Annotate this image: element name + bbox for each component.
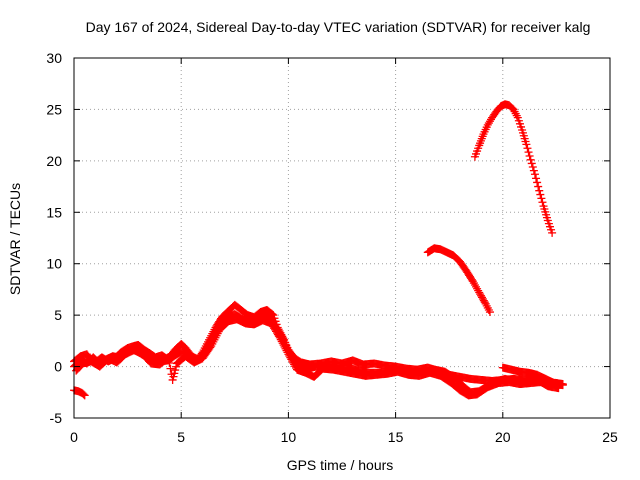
data-point (274, 332, 283, 341)
data-point (548, 228, 557, 237)
data-point (286, 353, 295, 362)
data-point (528, 163, 537, 172)
data-point (164, 353, 173, 362)
data-point (288, 357, 297, 366)
data-point (280, 342, 289, 351)
y-tick-label: -5 (50, 410, 63, 426)
data-point (166, 364, 175, 373)
y-axis-label: SDTVAR / TECUs (7, 183, 23, 295)
data-point (538, 198, 547, 207)
data-point (536, 190, 545, 199)
data-point (467, 275, 476, 284)
data-point (533, 178, 542, 187)
data-point (523, 144, 532, 153)
axis-ticks: 0 5 10 15 20 25 -5 0 5 10 15 20 25 30 (46, 50, 618, 445)
data-point (285, 351, 294, 360)
x-tick-label: 10 (281, 429, 297, 445)
data-points (70, 100, 567, 400)
chart-title: Day 167 of 2024, Sidereal Day-to-day VTE… (86, 19, 591, 35)
y-tick-label: 0 (54, 359, 62, 375)
x-axis-label: GPS time / hours (287, 457, 394, 473)
data-point (284, 350, 293, 359)
series-track-e (423, 244, 494, 317)
data-point (532, 174, 541, 183)
data-point (80, 391, 89, 400)
series-track-f (470, 100, 557, 237)
data-point (162, 354, 171, 363)
plot-frame (73, 57, 611, 419)
data-point (529, 166, 538, 175)
series-track-g (498, 363, 567, 390)
data-point (275, 333, 284, 342)
data-point (525, 151, 534, 160)
x-tick-label: 25 (602, 429, 618, 445)
data-point (278, 339, 287, 348)
data-point (522, 140, 531, 149)
y-tick-label: 25 (46, 101, 62, 117)
data-point (535, 186, 544, 195)
data-point (267, 309, 276, 318)
y-tick-label: 30 (46, 50, 62, 66)
x-tick-label: 15 (388, 429, 404, 445)
data-point (282, 346, 291, 355)
x-tick-label: 0 (70, 429, 78, 445)
data-point (277, 337, 286, 346)
data-point (276, 335, 285, 344)
data-point (287, 355, 296, 364)
data-point (534, 182, 543, 191)
data-point (79, 390, 88, 399)
data-point (485, 308, 494, 317)
data-point (558, 381, 567, 390)
x-tick-label: 5 (177, 429, 185, 445)
data-point (537, 194, 546, 203)
data-point (289, 358, 298, 367)
data-point (283, 348, 292, 357)
data-point (527, 159, 536, 168)
data-point (474, 286, 483, 295)
y-tick-label: 5 (54, 307, 62, 323)
series-track-c (72, 315, 557, 400)
y-tick-label: 20 (46, 153, 62, 169)
y-tick-label: 15 (46, 204, 62, 220)
data-point (268, 310, 277, 319)
data-point (290, 360, 299, 369)
data-point (526, 155, 535, 164)
data-point (524, 148, 533, 157)
x-tick-label: 20 (495, 429, 511, 445)
series-track-d (70, 386, 89, 400)
data-point (165, 358, 174, 367)
data-point (530, 170, 539, 179)
data-point (480, 298, 489, 307)
y-tick-label: 10 (46, 256, 62, 272)
data-point (279, 341, 288, 350)
data-point (281, 344, 290, 353)
data-point (163, 354, 172, 363)
